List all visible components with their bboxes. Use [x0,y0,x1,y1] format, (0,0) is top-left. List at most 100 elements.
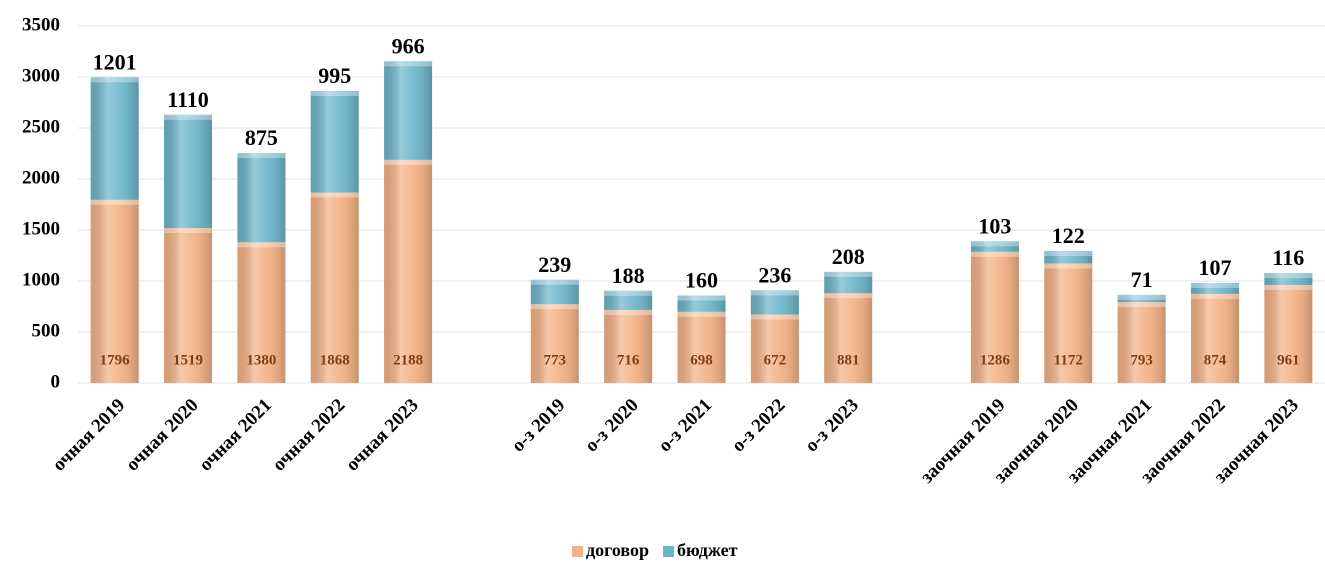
bar-shade [1264,273,1313,285]
bar-shade [1117,294,1166,303]
x-tick-label: о-з 2023 [801,395,863,457]
y-tick-label: 1500 [22,218,60,239]
bar-cap [164,114,213,120]
bar-cap [384,159,433,165]
legend-label: бюджет [677,540,738,560]
bar-shade [824,293,873,383]
bar-cap [677,311,726,317]
bar-shade [384,61,433,160]
bar-shade [1190,293,1239,383]
x-tick-label: о-з 2022 [728,395,790,457]
x-tick-label: о-з 2021 [654,395,716,457]
bar-shade [237,152,286,243]
bar-shade [677,311,726,383]
bar-shade [1190,282,1239,294]
data-label: 874 [1204,352,1227,368]
data-label: 1110 [167,87,209,112]
bar-cap [750,290,799,296]
data-label: 995 [318,63,351,88]
x-tick-label: очная 2021 [195,395,276,476]
legend-swatch [663,546,674,557]
bar-cap [1117,302,1166,308]
bar-cap [237,242,286,248]
y-tick-label: 0 [51,371,61,392]
data-label: 1868 [320,352,350,368]
data-label: 1796 [100,352,131,368]
bar-shade [310,90,359,193]
data-label: 773 [544,352,567,368]
bar-shade [1044,251,1093,264]
legend-swatch [572,546,583,557]
data-label: 160 [685,268,718,293]
data-label: 122 [1052,223,1085,248]
bar-cap [1044,263,1093,269]
bar-shade [237,242,286,383]
x-tick-label: очная 2019 [49,395,130,476]
bar-shade [90,77,139,200]
data-label: 239 [538,252,571,277]
data-label: 2188 [393,352,423,368]
bar-cap [824,271,873,277]
bar-shade [604,309,653,383]
y-tick-label: 3000 [22,65,60,86]
y-tick-label: 2500 [22,116,60,137]
bar-cap [1044,251,1093,257]
x-tick-label: о-з 2019 [508,395,570,457]
bar-shade [970,241,1019,252]
bar-cap [384,61,433,67]
bar-cap [90,77,139,83]
bar-shade [310,192,359,383]
bar-cap [530,304,579,310]
x-tick-label: очная 2020 [122,395,203,476]
bar-shade [824,271,873,294]
bar-cap [824,293,873,299]
data-label: 966 [392,33,425,58]
bar-cap [237,152,286,158]
data-label: 672 [764,352,787,368]
bar-cap [604,290,653,296]
data-label: 875 [245,125,278,150]
bar-shade [604,290,653,310]
bar-shade [164,114,213,229]
y-tick-label: 2000 [22,167,60,188]
legend-label: договор [586,540,649,560]
data-label: 236 [758,262,791,287]
data-label: 1519 [173,352,203,368]
bar-cap [1264,273,1313,279]
data-label: 793 [1130,352,1153,368]
bar-cap [164,228,213,234]
data-label: 208 [832,244,865,269]
data-label: 961 [1277,352,1300,368]
bar-cap [310,192,359,198]
bar-cap [604,309,653,315]
bar-shade [530,279,579,305]
bar-shade [164,228,213,383]
y-tick-label: 1000 [22,269,60,290]
bar-shade [1044,263,1093,383]
bar-shade [1117,302,1166,383]
bar-shade [384,159,433,383]
y-tick-label: 3500 [22,14,60,35]
bar-shade [90,199,139,383]
data-label: 1286 [980,352,1011,368]
bar-shade [970,251,1019,383]
bar-shade [750,290,799,315]
bar-cap [677,295,726,301]
bar-cap [970,251,1019,257]
x-tick-label: очная 2023 [342,395,423,476]
data-label: 698 [690,352,713,368]
bar-cap [310,90,359,96]
bar-shade [750,314,799,383]
data-label: 116 [1272,245,1304,270]
bar-shade [677,295,726,312]
bar-shade [1264,284,1313,383]
bar-cap [1190,293,1239,299]
bar-cap [970,241,1019,247]
data-label: 716 [617,352,640,368]
y-tick-label: 500 [32,320,61,341]
bar-cap [90,199,139,205]
data-label: 188 [612,263,645,288]
bar-cap [1117,294,1166,300]
bar-cap [1190,282,1239,288]
